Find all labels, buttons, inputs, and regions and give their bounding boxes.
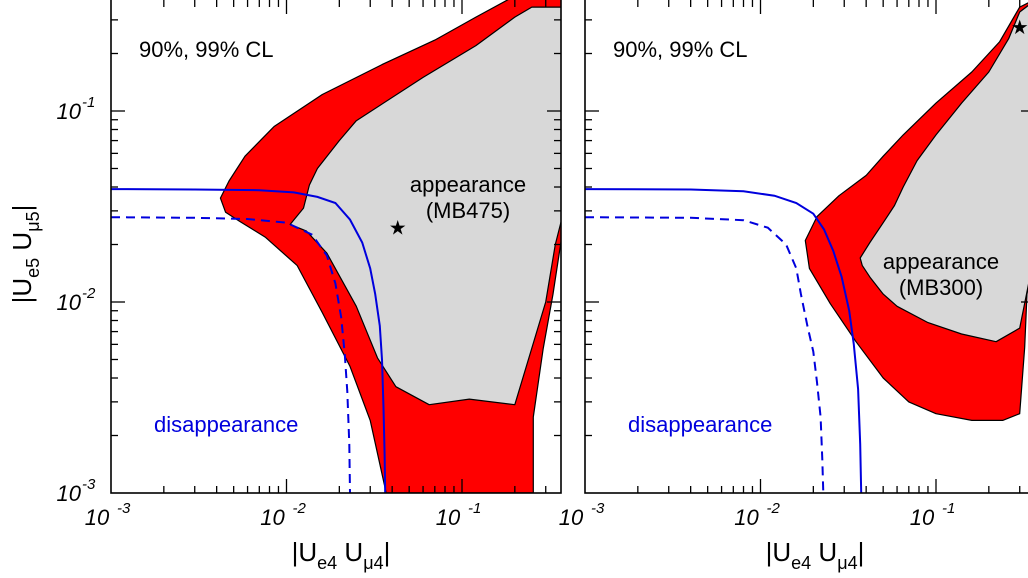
x-axis-title-mid: U: [337, 537, 363, 567]
x-tick-label: 10: [436, 505, 461, 530]
appearance-label: appearance: [410, 172, 526, 197]
axis-ticks: [111, 0, 561, 493]
appearance-sublabel: (MB300): [899, 275, 983, 300]
x-tick-exponent: -1: [942, 500, 955, 517]
y-tick-label: 10: [57, 99, 82, 124]
exclusion-curve-dashed: [585, 216, 825, 493]
plot-frame: [584, 0, 1028, 494]
plot-frame: [110, 0, 562, 494]
x-tick-label: 10: [910, 505, 935, 530]
x-tick-exponent: -2: [293, 500, 307, 517]
plot-area: ★: [111, 0, 561, 493]
y-axis-title-mid: U: [7, 232, 37, 258]
x-axis-title-end: |: [384, 537, 391, 567]
appearance-label: appearance: [883, 249, 999, 274]
x-tick-exponent: -3: [117, 500, 131, 517]
best-fit-star: ★: [1011, 17, 1028, 39]
x-tick-label: 10: [734, 505, 759, 530]
axis-ticks: [585, 0, 1028, 493]
left-panel: ★10 -3 10 -2 10 -110 -310 -210 -190%, 99% CLappe…: [7, 0, 562, 573]
appearance-sublabel: (MB475): [426, 198, 510, 223]
exclusion-curve-solid: [111, 188, 387, 493]
disappearance-label: disappearance: [154, 412, 298, 437]
x-axis-title-sub1: e4: [791, 553, 811, 573]
exclusion-curve-dashed: [111, 216, 351, 493]
x-axis-title-base: |U: [766, 537, 792, 567]
y-tick-label: 10: [57, 290, 82, 315]
cl-annotation: 90%, 99% CL: [613, 37, 748, 62]
x-axis-title-end: |: [858, 537, 865, 567]
plot-area: ★: [585, 2, 1028, 493]
x-axis-title-base: |U: [292, 537, 318, 567]
cl90-region: [859, 4, 1028, 343]
x-axis-title-sub2: μ4: [363, 553, 383, 573]
x-tick-exponent: -1: [468, 500, 481, 517]
x-axis-title-sub1: e4: [317, 553, 337, 573]
x-tick-exponent: -3: [591, 500, 605, 517]
y-axis-title-sub1: e5: [23, 258, 43, 278]
best-fit-star: ★: [389, 218, 407, 240]
x-tick-label: 10: [260, 505, 285, 530]
x-axis-title: |Ue4 Uμ4|: [766, 537, 865, 573]
x-tick-exponent: -2: [767, 500, 781, 517]
y-axis-title-end: |: [7, 205, 37, 212]
y-tick-label: 10: [57, 481, 82, 506]
cl-annotation: 90%, 99% CL: [139, 37, 274, 62]
y-axis-title-sub2: μ5: [23, 211, 43, 231]
x-tick-label: 10: [559, 505, 584, 530]
x-axis-title-mid: U: [811, 537, 837, 567]
y-axis-title-base: |U: [7, 278, 37, 304]
y-tick-exponent: -3: [82, 476, 96, 493]
cl90-region: [289, 6, 561, 406]
y-axis-title: |Ue5 Uμ5|: [7, 205, 43, 304]
x-axis-title: |Ue4 Uμ4|: [292, 537, 391, 573]
right-panel: ★ 10 -3 10 -2 10 -1 90%, 99% CL appearance(MB300…: [559, 0, 1028, 573]
y-tick-exponent: -1: [82, 94, 95, 111]
x-axis-title-sub2: μ4: [837, 553, 857, 573]
disappearance-label: disappearance: [628, 412, 772, 437]
y-tick-exponent: -2: [82, 285, 96, 302]
exclusion-curve-solid: [585, 188, 863, 493]
x-tick-label: 10: [85, 505, 110, 530]
